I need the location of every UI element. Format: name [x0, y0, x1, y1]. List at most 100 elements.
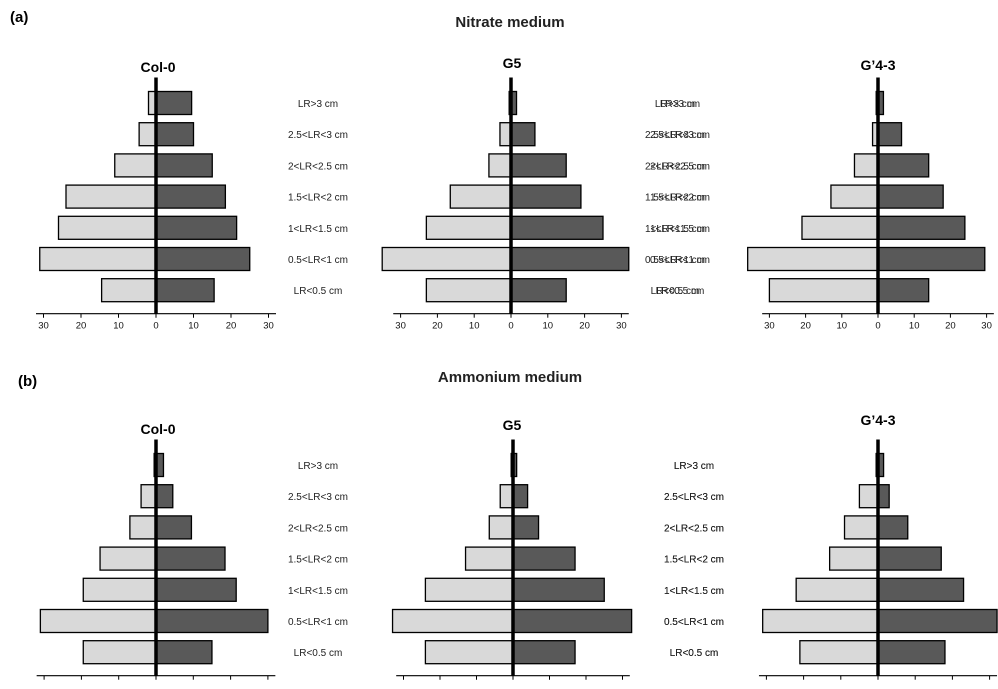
- bar-right-nitrate-g5-1: [510, 122, 536, 147]
- x-tick-label-nitrate-col0-1: 20: [76, 321, 87, 332]
- category-label-ammonium-col0-3: 1.5<LR<2 cm: [288, 555, 348, 566]
- bar-right-ammonium-col0-1: [155, 484, 174, 509]
- category-label-ammonium-g5-2: 2<LR<2.5 cm: [664, 523, 724, 534]
- category-label-ammonium-g5-4: 1<LR<1.5 cm: [664, 586, 724, 597]
- category-label-ammonium-col0-0: LR>3 cm: [298, 461, 338, 472]
- x-tick-label-nitrate-col0-0: 30: [38, 321, 49, 332]
- category-label-nitrate-g43-5: 0.5<LR<1 cm: [650, 255, 710, 266]
- bar-left-ammonium-g43-1: [858, 484, 879, 509]
- bar-right-ammonium-g43-2: [877, 515, 909, 540]
- x-tick-label-nitrate-col0-6: 30: [263, 321, 274, 332]
- category-label-nitrate-col0-2: 2<LR<2.5 cm: [288, 161, 348, 172]
- bar-right-nitrate-g5-2: [510, 153, 567, 178]
- bar-left-ammonium-col0-5: [39, 608, 157, 634]
- category-label-nitrate-col0-4: 1<LR<1.5 cm: [288, 224, 348, 235]
- category-label-ammonium-g5-1: 2.5<LR<3 cm: [664, 492, 724, 503]
- x-tick-label-nitrate-g5-6: 30: [616, 321, 627, 332]
- bar-left-ammonium-g5-3: [464, 546, 514, 571]
- x-tick-label-nitrate-col0-2: 10: [113, 321, 124, 332]
- category-label-nitrate-g5-3: 1.5<LR<2 cm: [645, 193, 705, 204]
- category-label-ammonium-g43-3: 1.5<LR<2 cm: [664, 555, 724, 566]
- category-label-ammonium-g43-4: 1<LR<1.5 cm: [664, 586, 724, 597]
- bar-left-nitrate-g43-3: [830, 184, 879, 209]
- chart-nitrate-g5: LR>3 cm 2.5<LR<3 cm 2<LR<2.5 cm 1.5<LR<2 cm…: [381, 77, 705, 332]
- bar-left-ammonium-g5-4: [424, 577, 514, 602]
- bar-left-ammonium-col0-2: [129, 515, 157, 540]
- bar-left-nitrate-col0-1: [138, 122, 157, 147]
- bar-left-ammonium-g5-2: [488, 515, 514, 540]
- panel-label-b: (b): [18, 373, 37, 390]
- category-label-nitrate-g5-0: LR>3 cm: [655, 99, 695, 110]
- category-label-nitrate-col0-5: 0.5<LR<1 cm: [288, 255, 348, 266]
- chart-ammonium-g43: LR>3 cm 2.5<LR<3 cm 2<LR<2.5 cm 1.5<LR<2 cm…: [664, 439, 998, 689]
- x-tick-label-nitrate-g43-1: 20: [800, 321, 811, 332]
- category-label-nitrate-col0-1: 2.5<LR<3 cm: [288, 130, 348, 141]
- bar-left-nitrate-g5-5: [381, 246, 512, 272]
- category-label-nitrate-g5-6: LR<0.5 cm: [651, 286, 700, 297]
- bar-left-ammonium-col0-4: [82, 577, 157, 602]
- bar-left-nitrate-col0-4: [57, 215, 157, 240]
- bar-left-nitrate-col0-2: [114, 153, 157, 178]
- panel-label-a: (a): [10, 9, 28, 26]
- chart-nitrate-col0: LR>3 cm 2.5<LR<3 cm 2<LR<2.5 cm 1.5<LR<2 cm…: [36, 77, 348, 332]
- category-label-ammonium-col0-1: 2.5<LR<3 cm: [288, 492, 348, 503]
- bar-left-ammonium-g43-5: [762, 608, 879, 634]
- bar-right-ammonium-g43-5: [877, 608, 998, 634]
- bar-left-ammonium-col0-3: [99, 546, 157, 571]
- x-tick-label-nitrate-g5-1: 20: [432, 321, 443, 332]
- x-tick-label-nitrate-g5-2: 10: [469, 321, 480, 332]
- panel-title-nitrate: Nitrate medium: [455, 14, 564, 31]
- bar-right-nitrate-g43-4: [877, 215, 966, 240]
- bar-left-nitrate-g43-2: [853, 153, 879, 178]
- bar-left-nitrate-g5-6: [425, 278, 512, 303]
- x-tick-label-nitrate-g5-0: 30: [395, 321, 406, 332]
- bar-left-nitrate-col0-5: [39, 246, 157, 272]
- category-label-nitrate-g43-1: 2.5<LR<3 cm: [650, 130, 710, 141]
- bar-left-ammonium-g5-6: [424, 640, 514, 665]
- chart-nitrate-g43: LR>3 cm 2.5<LR<3 cm 2<LR<2.5 cm 1.5<LR<2 cm…: [650, 77, 994, 332]
- bar-right-nitrate-g5-6: [510, 278, 567, 303]
- bar-left-nitrate-g43-5: [747, 246, 879, 272]
- bar-right-nitrate-g5-4: [510, 215, 604, 240]
- bar-left-ammonium-g5-1: [499, 484, 514, 509]
- bar-right-ammonium-g5-2: [512, 515, 540, 540]
- category-label-nitrate-g43-4: 1<LR<1.5 cm: [650, 224, 710, 235]
- bar-left-ammonium-g43-4: [795, 577, 879, 602]
- bar-right-ammonium-col0-4: [155, 577, 237, 602]
- x-tick-label-nitrate-g43-6: 30: [981, 321, 992, 332]
- category-label-ammonium-g5-6: LR<0.5 cm: [670, 648, 719, 659]
- category-label-nitrate-g43-6: LR<0.5 cm: [656, 286, 705, 297]
- bar-right-nitrate-col0-6: [155, 278, 215, 303]
- panel-title-ammonium: Ammonium medium: [438, 369, 582, 386]
- bar-right-nitrate-g43-2: [877, 153, 930, 178]
- category-label-nitrate-g43-2: 2<LR<2.5 cm: [650, 161, 710, 172]
- bar-right-nitrate-g43-6: [877, 278, 930, 303]
- chart-ammonium-col0: LR>3 cm 2.5<LR<3 cm 2<LR<2.5 cm 1.5<LR<2 cm…: [36, 439, 348, 689]
- bar-right-ammonium-g43-3: [877, 546, 942, 571]
- bar-right-nitrate-col0-1: [155, 122, 195, 147]
- bar-right-ammonium-g5-1: [512, 484, 529, 509]
- x-tick-label-nitrate-g43-4: 10: [909, 321, 920, 332]
- category-label-nitrate-col0-0: LR>3 cm: [298, 99, 338, 110]
- bar-left-nitrate-g5-4: [425, 215, 512, 240]
- bar-right-nitrate-g43-1: [877, 122, 903, 147]
- bar-right-nitrate-g43-3: [877, 184, 944, 209]
- category-label-nitrate-g43-3: 1.5<LR<2 cm: [650, 193, 710, 204]
- category-label-ammonium-g43-1: 2.5<LR<3 cm: [664, 492, 724, 503]
- chart-ammonium-g5: LR>3 cm 2.5<LR<3 cm 2<LR<2.5 cm 1.5<LR<2 cm…: [391, 439, 724, 689]
- bar-right-nitrate-col0-2: [155, 153, 213, 178]
- bar-left-nitrate-col0-6: [100, 278, 157, 303]
- category-label-ammonium-g43-6: LR<0.5 cm: [670, 648, 719, 659]
- bar-right-ammonium-g5-4: [512, 577, 605, 602]
- bar-left-nitrate-col0-3: [65, 184, 157, 209]
- bar-left-ammonium-g43-3: [828, 546, 879, 571]
- bar-right-ammonium-g5-3: [512, 546, 576, 571]
- chart-title-ammonium-g43: G’4-3: [860, 412, 895, 428]
- x-tick-label-nitrate-g43-2: 10: [837, 321, 848, 332]
- bar-right-nitrate-g5-5: [510, 246, 630, 272]
- category-label-ammonium-g5-3: 1.5<LR<2 cm: [664, 555, 724, 566]
- chart-title-nitrate-g43: G’4-3: [860, 57, 895, 73]
- category-label-ammonium-col0-6: LR<0.5 cm: [294, 648, 343, 659]
- category-label-ammonium-g43-2: 2<LR<2.5 cm: [664, 523, 724, 534]
